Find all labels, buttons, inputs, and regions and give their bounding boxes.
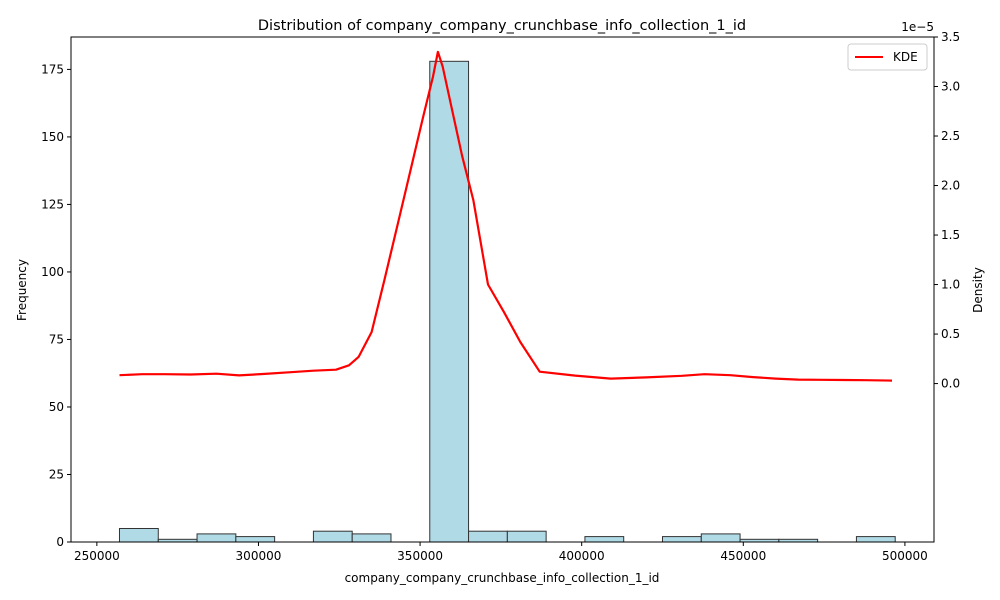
histogram-bar	[118, 527, 159, 543]
y2-tick-label: 1.0	[941, 278, 960, 292]
x-axis-label: company_company_crunchbase_info_collecti…	[345, 571, 660, 585]
histogram-bar	[506, 530, 547, 543]
legend-kde-label: KDE	[893, 50, 918, 64]
histogram-bar	[700, 533, 741, 543]
histogram-bar	[584, 536, 625, 543]
kde-layer	[119, 50, 893, 382]
y-tick-label: 75	[49, 332, 64, 346]
y-tick-label: 100	[41, 265, 64, 279]
histogram-bar	[351, 533, 392, 543]
x-tick-label: 250000	[74, 549, 120, 563]
y2-tick-label: 0.5	[941, 327, 960, 341]
chart-title: Distribution of company_company_crunchba…	[258, 18, 746, 34]
legend-box	[847, 43, 928, 71]
histogram-bar	[855, 536, 896, 543]
y2-tick-label: 0.0	[941, 377, 960, 391]
y-tick-label: 50	[49, 400, 64, 414]
y2-axis-label: Density	[971, 267, 985, 313]
x-tick-label: 400000	[559, 549, 605, 563]
kde-line	[119, 50, 893, 382]
y2-tick-label: 3.5	[941, 30, 960, 44]
histogram-bar	[661, 536, 702, 543]
y-tick-label: 125	[41, 197, 64, 211]
y-axis-right: 0.0 0.5 1.0 1.5 2.0 2.5 3.0 3.5	[934, 30, 960, 391]
y2-offset-text: 1e−5	[901, 20, 934, 34]
legend: KDE	[847, 43, 928, 71]
y-tick-label: 25	[49, 467, 64, 481]
y2-tick-label: 2.0	[941, 179, 960, 193]
plot-frame	[70, 36, 935, 543]
x-axis: 250000 300000 350000 400000 450000 500000	[74, 542, 928, 563]
histogram-bar	[196, 533, 237, 543]
y-tick-label: 175	[41, 62, 64, 76]
y-axis-label: Frequency	[15, 259, 29, 321]
histogram-bars	[118, 60, 896, 543]
y-axis-left: 0 25 50 75 100 125 150 175	[41, 62, 71, 549]
y2-tick-label: 1.5	[941, 228, 960, 242]
x-tick-label: 300000	[236, 549, 282, 563]
y2-tick-label: 3.0	[941, 80, 960, 94]
histogram-bar	[429, 60, 470, 543]
histogram-bar	[468, 530, 508, 543]
y2-tick-label: 2.5	[941, 129, 960, 143]
x-tick-label: 500000	[882, 549, 928, 563]
histogram-bar	[235, 536, 276, 543]
x-tick-label: 450000	[720, 549, 766, 563]
histogram-bar	[312, 530, 353, 543]
y-tick-label: 0	[56, 535, 64, 549]
y-tick-label: 150	[41, 130, 64, 144]
x-tick-label: 350000	[397, 549, 443, 563]
